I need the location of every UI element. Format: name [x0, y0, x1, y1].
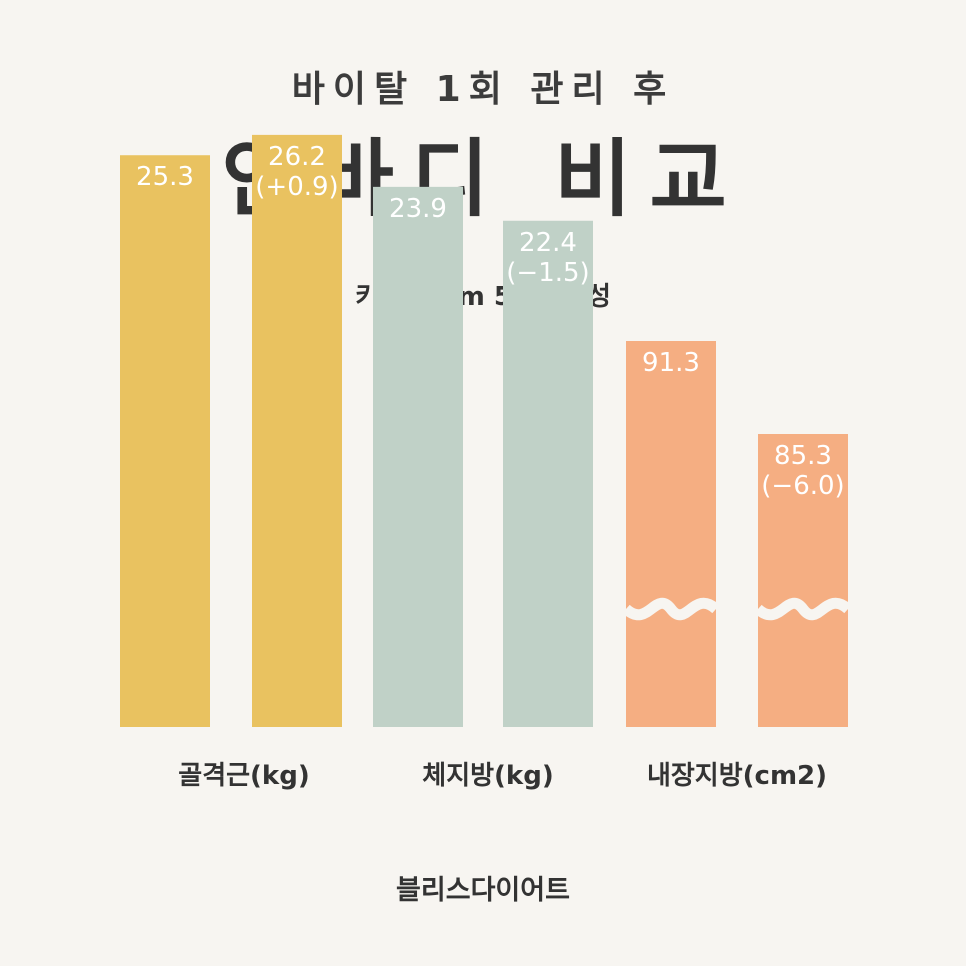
value-label-visceral-fat-after: 85.3	[774, 441, 832, 471]
bar-body-fat-before	[373, 186, 463, 728]
change-label-body-fat-after: (−1.5)	[506, 258, 589, 288]
value-label-body-fat-after: 22.4	[519, 228, 577, 258]
bar-skeletal-muscle-before	[120, 155, 210, 728]
bar-visceral-fat-after	[758, 434, 848, 727]
category-label-visceral-fat: 내장지방(cm2)	[646, 761, 828, 791]
brand-footer: 블리스다이어트	[396, 875, 570, 906]
bar-skeletal-muscle-after	[252, 134, 342, 727]
axis-break-mark-before	[622, 597, 720, 621]
change-label-skeletal-muscle-after: (+0.9)	[255, 172, 338, 202]
bar-body-fat-after	[503, 220, 593, 727]
subtitle: 바이탈 1회 관리 후	[291, 69, 675, 110]
category-label-skeletal-muscle: 골격근(kg)	[178, 761, 310, 791]
value-label-body-fat-before: 23.9	[389, 194, 447, 224]
value-label-skeletal-muscle-before: 25.3	[136, 162, 194, 192]
change-label-visceral-fat-after: (−6.0)	[761, 471, 844, 501]
axis-break-mark-after	[754, 597, 852, 621]
category-label-body-fat: 체지방(kg)	[422, 761, 554, 791]
value-label-skeletal-muscle-after: 26.2	[268, 142, 326, 172]
value-label-visceral-fat-before: 91.3	[642, 348, 700, 378]
bar-visceral-fat-before	[626, 341, 716, 727]
